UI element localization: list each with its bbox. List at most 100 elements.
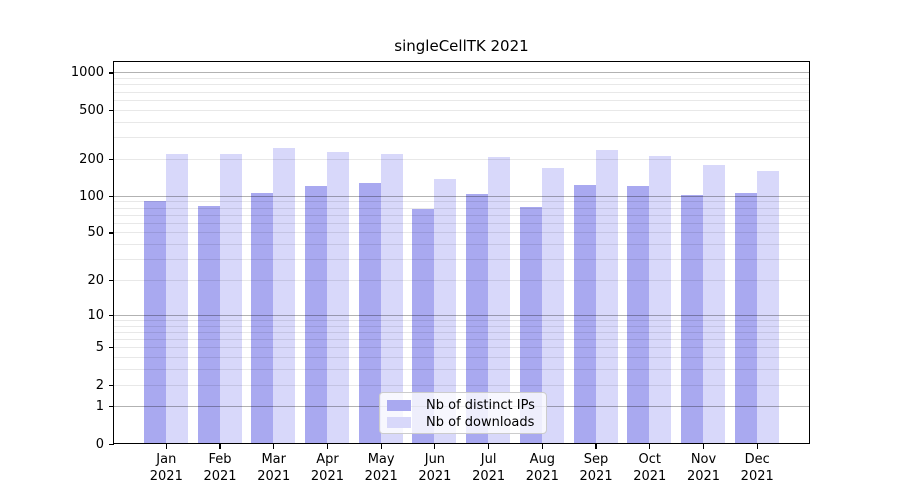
grid-line-minor	[114, 244, 809, 246]
grid-line-minor	[114, 137, 809, 139]
x-axis-tick-label: Mar 2021	[257, 452, 291, 484]
grid-line-minor	[114, 325, 809, 327]
grid-line-minor	[114, 158, 809, 160]
y-axis-tick-label: 1	[95, 399, 104, 415]
x-axis-tick-label: Jan 2021	[149, 452, 183, 484]
grid-line-minor	[114, 280, 809, 281]
bar-downloads	[219, 153, 242, 443]
y-axis-tick-label: 100	[79, 188, 104, 204]
grid-line-minor	[114, 357, 809, 359]
x-axis-tick-label: Jul 2021	[472, 452, 506, 484]
bar-distinct-ips	[466, 193, 489, 443]
grid-line-minor	[114, 232, 809, 234]
x-tick-mark	[702, 444, 705, 449]
x-tick-mark	[434, 444, 436, 449]
y-axis-tick-label: 200	[79, 151, 104, 167]
bar-downloads	[649, 156, 672, 443]
bar-distinct-ips	[734, 193, 757, 443]
x-axis-tick-label: Apr 2021	[310, 452, 344, 484]
grid-line-minor	[114, 384, 809, 386]
bar-downloads	[380, 154, 403, 443]
bar-distinct-ips	[143, 200, 166, 443]
legend: Nb of distinct IPs Nb of downloads	[379, 392, 547, 434]
x-axis-tick-label: Sep 2021	[579, 452, 613, 484]
x-axis-tick-label: Dec 2021	[740, 452, 774, 484]
legend-label-distinct-ips: Nb of distinct IPs	[426, 397, 535, 413]
bar-downloads	[756, 171, 779, 443]
legend-label-downloads: Nb of downloads	[426, 414, 535, 430]
y-tick-mark	[108, 109, 114, 111]
legend-swatch-distinct-ips	[387, 399, 411, 411]
bar-distinct-ips	[681, 195, 703, 443]
grid-line-minor	[114, 91, 809, 93]
x-tick-mark	[326, 444, 329, 449]
bar-distinct-ips	[197, 205, 220, 443]
legend-row-downloads: Nb of downloads	[387, 414, 546, 430]
y-axis-tick-label: 20	[87, 273, 104, 288]
grid-line-minor	[114, 214, 809, 216]
y-tick-mark	[108, 195, 114, 197]
y-axis-tick-label: 500	[79, 102, 104, 118]
grid-line-minor	[114, 207, 809, 209]
x-tick-mark	[649, 444, 651, 449]
y-axis-tick-label: 2	[95, 377, 104, 393]
grid-line-minor	[114, 201, 809, 203]
grid-line-major	[114, 195, 809, 197]
y-axis-tick-label: 1000	[70, 65, 104, 81]
y-tick-mark	[108, 280, 114, 282]
bar-downloads	[595, 149, 618, 443]
y-axis-tick-label: 0	[95, 436, 104, 452]
x-tick-mark	[595, 444, 597, 449]
x-tick-mark	[488, 444, 490, 449]
bar-distinct-ips	[627, 185, 650, 443]
bar-distinct-ips	[304, 186, 327, 443]
plot-area	[113, 61, 810, 444]
bar-downloads	[541, 167, 564, 443]
legend-swatch-downloads	[387, 416, 411, 428]
x-tick-mark	[165, 444, 167, 449]
y-tick-mark	[108, 443, 114, 445]
x-axis-tick-label: Jun 2021	[418, 452, 452, 484]
x-axis-tick-label: Oct 2021	[633, 452, 667, 484]
grid-line-minor	[114, 99, 809, 101]
y-tick-mark	[108, 384, 114, 386]
y-axis-tick-label: 50	[87, 225, 104, 241]
x-axis-tick-label: May 2021	[364, 452, 398, 484]
grid-line-major	[114, 72, 809, 74]
bar-downloads	[703, 165, 725, 443]
y-axis-tick-label: 5	[95, 340, 104, 356]
x-axis-tick-label: Feb 2021	[203, 452, 237, 484]
x-tick-mark	[380, 444, 382, 449]
grid-line-minor	[114, 369, 809, 371]
bar-distinct-ips	[412, 209, 435, 443]
bar-distinct-ips	[251, 192, 274, 443]
x-tick-mark	[541, 444, 543, 449]
grid-line-minor	[114, 84, 809, 86]
y-tick-mark	[108, 232, 114, 234]
x-axis-tick-label: Nov 2021	[686, 452, 721, 484]
grid-line-minor	[114, 331, 809, 333]
grid-line-minor	[114, 339, 809, 340]
grid-line-minor	[114, 109, 809, 111]
x-tick-mark	[273, 444, 275, 449]
y-tick-mark	[108, 158, 114, 160]
x-tick-mark	[219, 444, 221, 449]
bar-downloads	[326, 151, 349, 443]
bar-downloads	[273, 147, 296, 443]
y-tick-mark	[108, 406, 114, 408]
grid-line-minor	[114, 222, 809, 224]
bar-distinct-ips	[573, 184, 596, 443]
y-tick-mark	[108, 314, 114, 316]
chart-title: singleCellTK 2021	[394, 37, 529, 55]
y-axis-tick-label: 10	[87, 307, 104, 323]
y-tick-mark	[108, 347, 114, 349]
bar-downloads	[434, 179, 457, 443]
bar-downloads	[488, 157, 511, 443]
bar-distinct-ips	[358, 183, 381, 443]
grid-line-minor	[114, 78, 809, 80]
grid-line-minor	[114, 347, 809, 349]
grid-line-major	[114, 314, 809, 316]
x-axis-tick-label: Aug 2021	[525, 452, 559, 484]
x-tick-mark	[756, 444, 758, 449]
